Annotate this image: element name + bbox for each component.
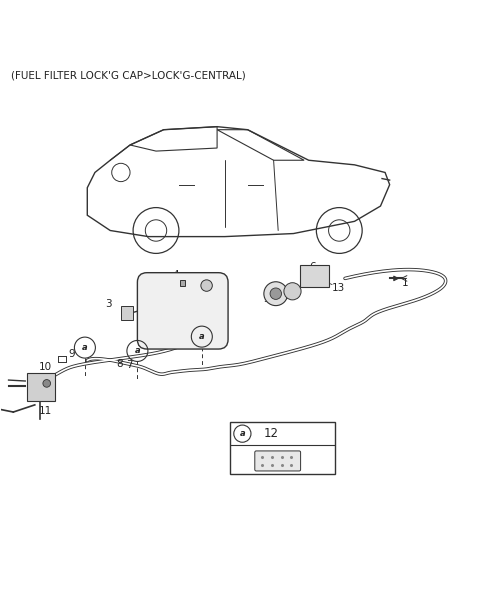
Circle shape: [201, 280, 212, 292]
Bar: [230, 422, 336, 474]
Text: 13: 13: [332, 283, 345, 293]
FancyBboxPatch shape: [255, 451, 300, 471]
Circle shape: [284, 283, 301, 300]
FancyBboxPatch shape: [27, 373, 55, 401]
Text: 12: 12: [264, 427, 278, 440]
Circle shape: [270, 288, 281, 299]
Text: 7: 7: [126, 360, 132, 370]
Text: 2: 2: [205, 276, 212, 286]
Text: a: a: [134, 346, 140, 355]
Text: a: a: [199, 332, 204, 341]
FancyBboxPatch shape: [137, 273, 228, 349]
FancyBboxPatch shape: [300, 265, 329, 287]
Text: a: a: [82, 343, 88, 352]
Text: 8: 8: [117, 359, 123, 369]
Text: 9: 9: [69, 349, 75, 359]
Text: 6: 6: [309, 262, 316, 272]
Text: 1: 1: [401, 278, 408, 288]
Text: 11: 11: [39, 406, 52, 416]
Text: 5: 5: [263, 295, 270, 305]
Text: 3: 3: [106, 299, 112, 309]
Circle shape: [43, 380, 50, 387]
Text: a: a: [240, 429, 245, 438]
Text: 4: 4: [172, 270, 179, 280]
Text: 10: 10: [39, 362, 52, 372]
Circle shape: [264, 282, 288, 306]
Bar: [120, 306, 132, 320]
Polygon shape: [180, 280, 185, 286]
Text: (FUEL FILTER LOCK'G CAP>LOCK'G-CENTRAL): (FUEL FILTER LOCK'G CAP>LOCK'G-CENTRAL): [11, 71, 246, 81]
